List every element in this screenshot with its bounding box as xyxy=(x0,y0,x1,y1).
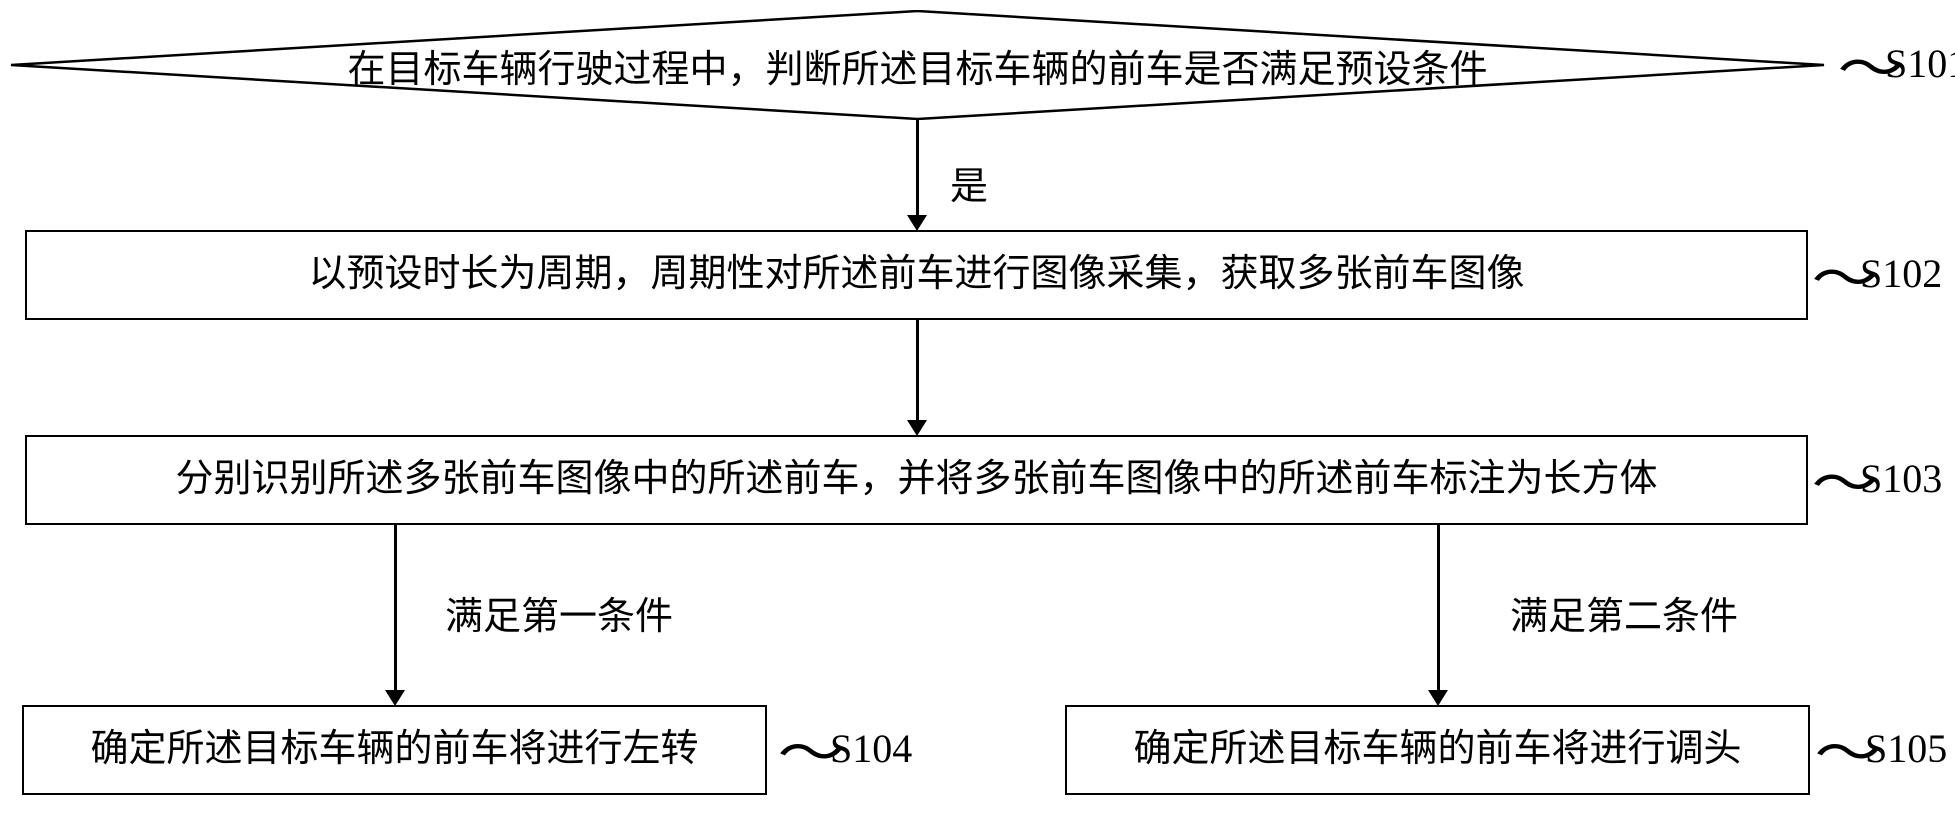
label-s101: S101 xyxy=(1885,40,1955,87)
process-box-s104: 确定所述目标车辆的前车将进行左转 xyxy=(22,705,767,795)
label-s105: S105 xyxy=(1865,725,1947,772)
arrow-s102-s103 xyxy=(916,320,919,420)
label-s102: S102 xyxy=(1860,250,1942,297)
process-box-s105: 确定所述目标车辆的前车将进行调头 xyxy=(1065,705,1810,795)
arrowhead-s102-s103 xyxy=(907,420,927,436)
process-box-s103: 分别识别所述多张前车图像中的所述前车，并将多张前车图像中的所述前车标注为长方体 xyxy=(25,435,1808,525)
arrow-s103-s105 xyxy=(1437,525,1440,690)
arrow-s101-s102 xyxy=(916,120,919,215)
s103-text: 分别识别所述多张前车图像中的所述前车，并将多张前车图像中的所述前车标注为长方体 xyxy=(175,455,1657,504)
edge-label-yes: 是 xyxy=(950,155,988,210)
edge-label-cond1: 满足第一条件 xyxy=(445,585,673,640)
edge-label-cond2: 满足第二条件 xyxy=(1510,585,1738,640)
decision-diamond-s101 xyxy=(10,10,1825,120)
arrow-s103-s104 xyxy=(394,525,397,690)
label-s103: S103 xyxy=(1860,455,1942,502)
arrowhead-s101-s102 xyxy=(907,215,927,231)
s104-text: 确定所述目标车辆的前车将进行左转 xyxy=(90,725,698,774)
s105-text: 确定所述目标车辆的前车将进行调头 xyxy=(1133,725,1741,774)
label-s104: S104 xyxy=(830,725,912,772)
flowchart-container: 在目标车辆行驶过程中，判断所述目标车辆的前车是否满足预设条件 〜 S101 以预… xyxy=(0,0,1955,827)
arrowhead-s103-s105 xyxy=(1428,690,1448,706)
arrowhead-s103-s104 xyxy=(385,690,405,706)
process-box-s102: 以预设时长为周期，周期性对所述前车进行图像采集，获取多张前车图像 xyxy=(25,230,1808,320)
s102-text: 以预设时长为周期，周期性对所述前车进行图像采集，获取多张前车图像 xyxy=(308,250,1524,299)
